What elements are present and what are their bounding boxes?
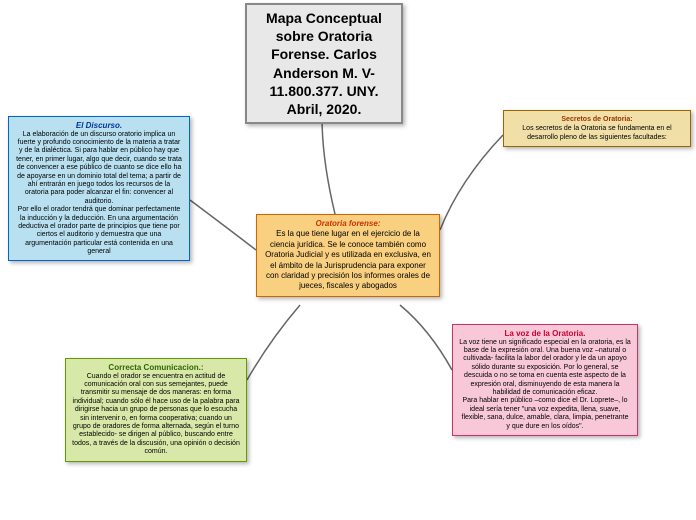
title-text: Mapa Conceptual sobre Oratoria Forense. … [266, 10, 382, 117]
discurso-heading: El Discurso. [15, 121, 183, 131]
title-node: Mapa Conceptual sobre Oratoria Forense. … [245, 3, 403, 124]
voz-body1: La voz tiene un significado especial en … [459, 339, 631, 398]
comunicacion-body: Cuando el orador se encuentra en actitud… [72, 373, 240, 457]
center-heading: Oratoria forense: [263, 219, 433, 229]
voz-heading: La voz de la Oratoria. [459, 329, 631, 339]
secretos-node: Secretos de Oratoria: Los secretos de la… [503, 110, 691, 147]
comunicacion-heading: Correcta Comunicacion.: [72, 363, 240, 373]
voz-body2: Para hablar en público –como dice el Dr.… [459, 397, 631, 431]
secretos-body: Los secretos de la Oratoria se fundament… [510, 124, 684, 142]
secretos-heading: Secretos de Oratoria: [510, 115, 684, 124]
center-body: Es la que tiene lugar en el ejercicio de… [263, 229, 433, 291]
discurso-body1: La elaboración de un discurso oratorio i… [15, 131, 183, 207]
discurso-node: El Discurso. La elaboración de un discur… [8, 116, 190, 261]
discurso-body2: Por ello el orador tendrá que dominar pe… [15, 206, 183, 256]
center-node: Oratoria forense: Es la que tiene lugar … [256, 214, 440, 297]
voz-node: La voz de la Oratoria. La voz tiene un s… [452, 324, 638, 436]
comunicacion-node: Correcta Comunicacion.: Cuando el orador… [65, 358, 247, 462]
